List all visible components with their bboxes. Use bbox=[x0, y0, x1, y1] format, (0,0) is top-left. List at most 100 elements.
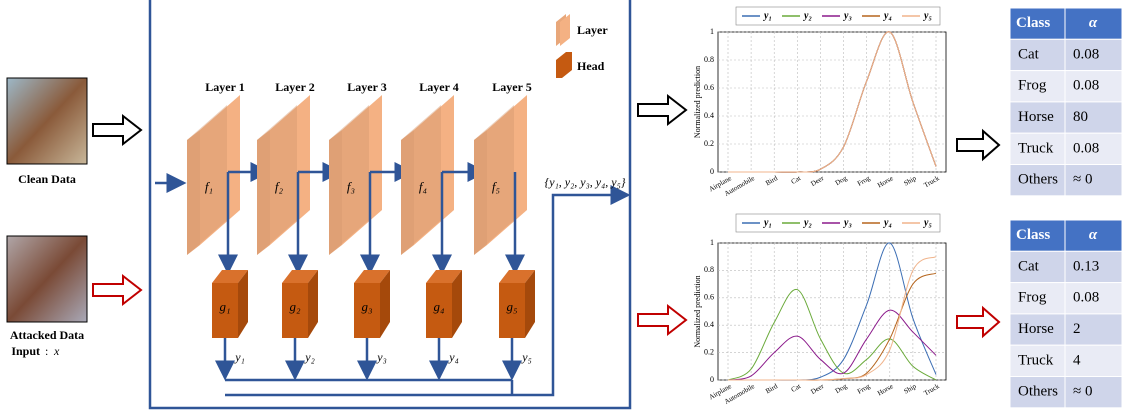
y-tick-label: 0.2 bbox=[704, 347, 714, 356]
legend-label: y₁ bbox=[763, 10, 772, 21]
attacked-image bbox=[7, 236, 87, 322]
legend-label: y₃ bbox=[843, 10, 852, 21]
layer-f: f₄ bbox=[419, 179, 428, 194]
cell-text: Cat bbox=[1018, 46, 1040, 62]
attacked-label: Attacked Data bbox=[10, 328, 84, 342]
cell-text: Cat bbox=[1018, 258, 1040, 274]
cell-text: Frog bbox=[1018, 290, 1047, 306]
y-tick-label: 0.6 bbox=[704, 293, 714, 302]
header-text: Class bbox=[1016, 227, 1050, 243]
clean-image bbox=[7, 78, 87, 164]
y-tick-label: 0.8 bbox=[704, 55, 714, 64]
cell-text: 0.08 bbox=[1073, 78, 1099, 94]
arrow bbox=[638, 306, 686, 334]
legend-label: y₃ bbox=[843, 217, 852, 228]
layer-f: f₃ bbox=[347, 179, 355, 194]
x-tick-label: Truck bbox=[923, 382, 942, 397]
layer-f: f₁ bbox=[205, 179, 213, 194]
x-tick-label: Truck bbox=[923, 174, 942, 189]
y-tick-label: 0 bbox=[710, 375, 714, 384]
y-tick-label: 0.2 bbox=[704, 139, 714, 148]
head-g: g₂ bbox=[289, 299, 301, 314]
y-tick-label: 0 bbox=[710, 167, 714, 176]
input-var: x bbox=[53, 344, 60, 358]
header-text: α bbox=[1089, 227, 1098, 243]
legend-layer: Layer bbox=[577, 23, 608, 37]
legend-label: y₅ bbox=[923, 217, 932, 228]
head-g: g₅ bbox=[506, 299, 517, 314]
head-y: y₃ bbox=[376, 350, 387, 364]
head-y: y₄ bbox=[448, 350, 459, 364]
x-tick-label: Ship bbox=[903, 382, 919, 396]
y-tick-label: 0.8 bbox=[704, 265, 714, 274]
x-tick-label: Deer bbox=[809, 174, 825, 188]
cell-text: 2 bbox=[1073, 321, 1081, 337]
x-tick-label: Bird bbox=[764, 174, 779, 187]
legend-label: y₂ bbox=[803, 217, 812, 228]
y-axis-label: Normalized prediction bbox=[693, 66, 702, 138]
cell-text: Horse bbox=[1018, 109, 1054, 125]
head-g: g₄ bbox=[433, 299, 445, 314]
legend-label: y₂ bbox=[803, 10, 812, 21]
head-g: g₁ bbox=[219, 299, 230, 314]
head-y: y₂ bbox=[304, 350, 315, 364]
y-tick-label: 1 bbox=[710, 27, 714, 36]
head-y: y₁ bbox=[234, 350, 245, 364]
x-tick-label: Frog bbox=[856, 174, 872, 188]
arrow bbox=[957, 308, 999, 336]
legend-label: y₅ bbox=[923, 10, 932, 21]
diagram: Clean Data Attacked Data Input : x Layer… bbox=[0, 0, 1128, 415]
x-tick-label: Deer bbox=[809, 382, 825, 396]
arrow bbox=[957, 131, 999, 159]
x-tick-label: Horse bbox=[876, 382, 894, 397]
layer-title: Layer 4 bbox=[419, 80, 458, 94]
cell-text: Others bbox=[1018, 384, 1058, 400]
cell-text: Horse bbox=[1018, 321, 1054, 337]
arrow bbox=[93, 276, 141, 304]
x-tick-label: Cat bbox=[790, 382, 802, 394]
layer-title: Layer 3 bbox=[347, 80, 386, 94]
layer-title: Layer 5 bbox=[492, 80, 531, 94]
legend-head: Head bbox=[577, 59, 605, 73]
cell-text: ≈ 0 bbox=[1073, 172, 1092, 188]
y-tick-label: 0.4 bbox=[704, 320, 714, 329]
cell-text: Truck bbox=[1018, 140, 1054, 156]
layer-title: Layer 1 bbox=[205, 80, 244, 94]
legend-label: y₁ bbox=[763, 217, 772, 228]
x-tick-label: Horse bbox=[876, 174, 894, 189]
output-set: {y₁, y₂, y₃, y₄, y₅} bbox=[544, 175, 625, 189]
cell-text: 0.08 bbox=[1073, 140, 1099, 156]
input-colon: : bbox=[45, 344, 48, 358]
cell-text: Truck bbox=[1018, 352, 1054, 368]
head-y: y₅ bbox=[521, 350, 532, 364]
cell-text: 4 bbox=[1073, 352, 1081, 368]
legend-label: y₄ bbox=[883, 10, 892, 21]
arrow bbox=[93, 116, 141, 144]
x-tick-label: Frog bbox=[856, 382, 872, 396]
y-axis-label: Normalized prediction bbox=[693, 275, 702, 347]
arrow bbox=[638, 96, 686, 124]
cell-text: 80 bbox=[1073, 109, 1088, 125]
header-text: α bbox=[1089, 15, 1098, 31]
x-tick-label: Ship bbox=[903, 174, 919, 188]
y-tick-label: 0.6 bbox=[704, 83, 714, 92]
layer-title: Layer 2 bbox=[275, 80, 314, 94]
input-label: Input bbox=[11, 344, 40, 358]
y-tick-label: 0.4 bbox=[704, 111, 714, 120]
legend-head-icon bbox=[556, 52, 572, 78]
x-tick-label: Dog bbox=[834, 174, 849, 187]
layer-f: f₅ bbox=[492, 179, 500, 194]
head-g: g₃ bbox=[361, 299, 372, 314]
clean-label: Clean Data bbox=[18, 172, 76, 186]
x-tick-label: Bird bbox=[764, 382, 779, 395]
cell-text: 0.13 bbox=[1073, 258, 1099, 274]
layer-f: f₂ bbox=[275, 179, 284, 194]
cell-text: ≈ 0 bbox=[1073, 384, 1092, 400]
legend-label: y₄ bbox=[883, 217, 892, 228]
x-tick-label: Dog bbox=[834, 382, 849, 395]
y-tick-label: 1 bbox=[710, 238, 714, 247]
plot-area bbox=[718, 32, 946, 172]
x-tick-label: Cat bbox=[790, 174, 802, 186]
header-text: Class bbox=[1016, 15, 1050, 31]
cell-text: 0.08 bbox=[1073, 46, 1099, 62]
